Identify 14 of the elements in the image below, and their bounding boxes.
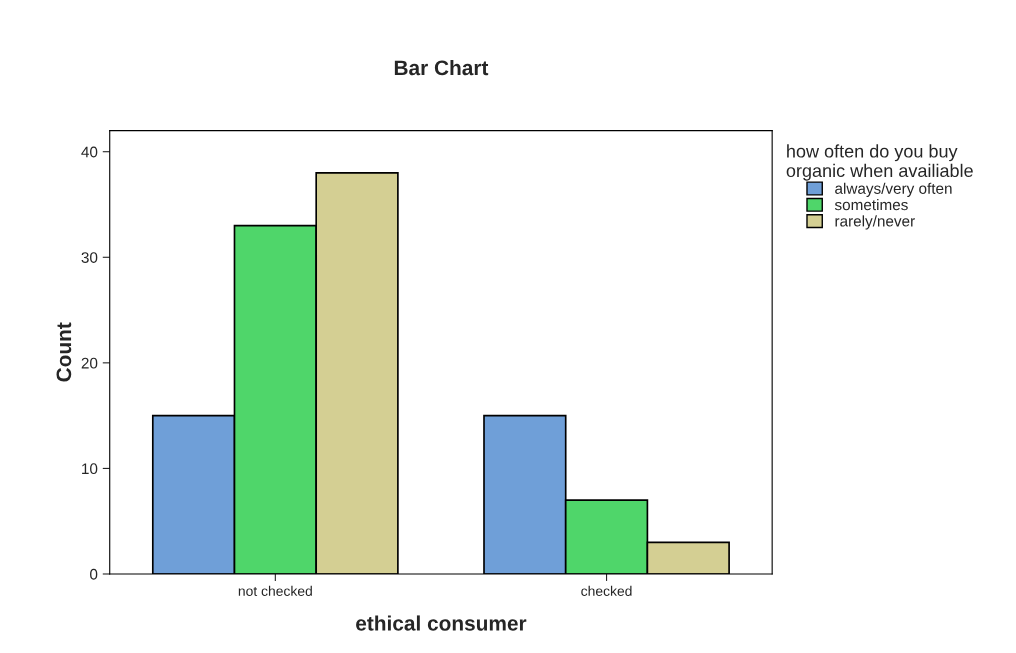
x-tick-label: checked [581,585,632,596]
y-tick-label: 40 [81,146,98,158]
y-tick-label: 10 [82,463,98,475]
legend-label: rarely/never [835,215,915,230]
legend-label: always/very often [835,182,952,197]
y-tick-label: 0 [90,568,98,580]
y-tick-label: 20 [81,357,98,369]
y-tick-label: 30 [81,252,98,263]
legend-label: sometimes [834,199,908,211]
x-axis-title: ethical consumer [356,615,527,631]
y-axis-title: Count [56,322,72,382]
x-tick-label: not checked [238,585,312,596]
legend-title: how often do you buy organic when availiable [786,144,973,181]
chart-title: Bar Chart [394,59,489,76]
